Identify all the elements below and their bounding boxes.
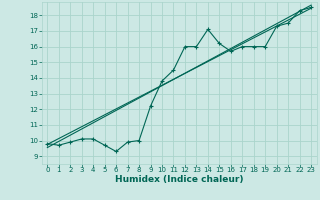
- X-axis label: Humidex (Indice chaleur): Humidex (Indice chaleur): [115, 175, 244, 184]
